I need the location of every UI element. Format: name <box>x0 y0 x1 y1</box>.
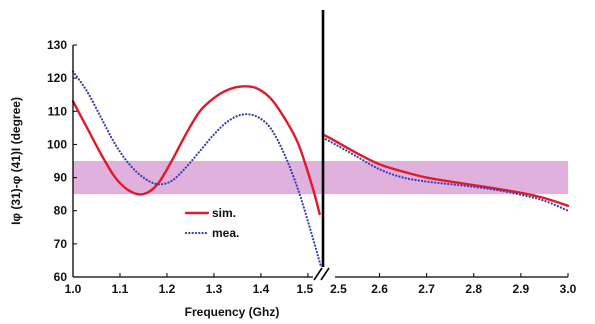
legend: sim. mea. <box>184 206 239 240</box>
y-tick-label: 100 <box>47 137 67 151</box>
series-line-sim-seg1 <box>321 133 570 207</box>
x-tick-label: 2.8 <box>465 282 482 296</box>
x-tick-label: 2.7 <box>418 282 435 296</box>
y-tick-label: 70 <box>54 237 68 251</box>
series-layer <box>71 70 570 272</box>
axis-break-slash <box>320 267 330 281</box>
y-tick-label: 90 <box>54 171 68 185</box>
series-line-mea-seg1 <box>321 136 570 212</box>
y-tick-label: 60 <box>54 270 68 284</box>
x-tick-label: 2.9 <box>513 282 530 296</box>
y-tick-label: 110 <box>48 104 68 118</box>
y-axis-title: Iφ (31)-φ (41)I (degree) <box>9 97 23 225</box>
y-tick-label: 120 <box>47 71 67 85</box>
axis-break-slash <box>313 267 323 281</box>
legend-label-mea: mea. <box>212 226 239 240</box>
x-tick-label: 3.0 <box>560 282 577 296</box>
axis-break-gap <box>313 267 335 281</box>
x-tick-label: 2.5 <box>330 282 347 296</box>
x-tick-label: 1.3 <box>206 282 223 296</box>
series-line-mea-seg0 <box>71 70 324 272</box>
x-axis-title: Frequency (Ghz) <box>185 305 280 319</box>
x-tick-label: 1.2 <box>159 282 176 296</box>
legend-label-sim: sim. <box>212 206 236 220</box>
x-tick-label: 1.5 <box>297 282 314 296</box>
x-tick-label: 1.1 <box>112 282 129 296</box>
band-layer <box>73 161 568 195</box>
target-band <box>73 161 568 195</box>
x-tick-label: 1.0 <box>65 282 82 296</box>
y-tick-label: 130 <box>47 38 67 52</box>
x-tick-label: 2.6 <box>371 282 388 296</box>
x-tick-label: 1.4 <box>253 282 270 296</box>
y-tick-label: 80 <box>54 204 68 218</box>
axis-break-mark <box>313 267 335 281</box>
series-line-sim-seg0 <box>71 85 321 216</box>
ticks-layer: 60 70 80 90 100 110 120 130 1.0 1.1 1.2 1.3 1.4 1.5 2.… <box>47 38 577 296</box>
